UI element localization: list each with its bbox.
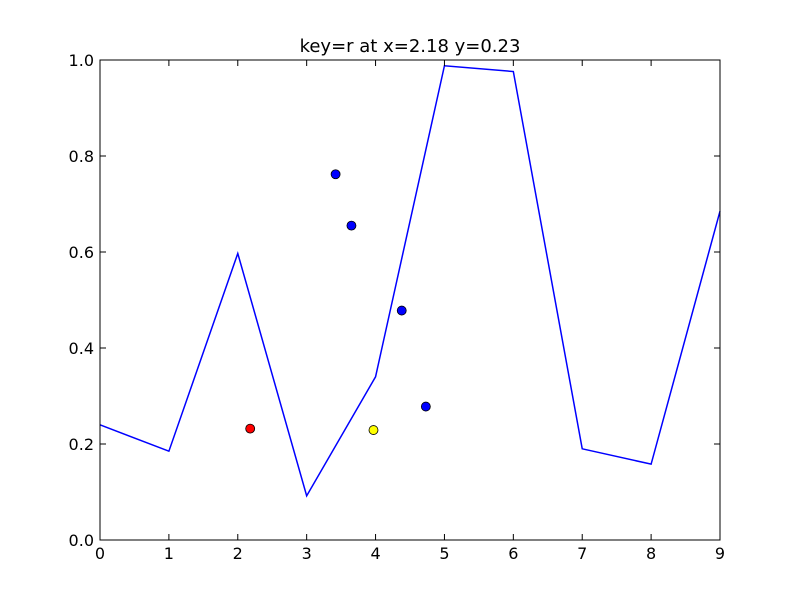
x-tick-label: 3 — [302, 544, 312, 563]
scatter-point-3 — [420, 401, 431, 412]
y-tick-label: 0.4 — [69, 339, 94, 358]
scatter-point-5 — [245, 423, 256, 434]
y-tick-label: 1.0 — [69, 51, 94, 70]
x-tick-label: 1 — [164, 544, 174, 563]
x-tick-label: 4 — [370, 544, 380, 563]
y-tick-label: 0.2 — [69, 435, 94, 454]
scatter-point-0 — [330, 169, 341, 180]
y-tick-label: 0.0 — [69, 531, 94, 550]
scatter-point-1 — [346, 220, 357, 231]
plot-frame — [99, 59, 721, 541]
y-tick-label: 0.6 — [69, 243, 94, 262]
chart-title: key=r at x=2.18 y=0.23 — [300, 36, 521, 57]
x-tick-label: 7 — [577, 544, 587, 563]
line-layer — [99, 64, 721, 498]
x-tick-label: 9 — [715, 544, 725, 563]
x-tick-label: 5 — [439, 544, 449, 563]
x-tick-label: 8 — [646, 544, 656, 563]
series-line — [99, 64, 721, 498]
scatter-point-4 — [368, 425, 379, 435]
scatter-point-2 — [396, 305, 407, 316]
y-tick-label: 0.8 — [69, 147, 94, 166]
x-tick-label: 6 — [508, 544, 518, 563]
ticks-layer: 0 1 2 3 4 5 6 7 8 9 0.0 0.2 0.4 0.6 0.8 1.0 — [69, 51, 726, 563]
x-tick-label: 2 — [233, 544, 243, 563]
x-tick-label: 0 — [95, 544, 105, 563]
plot-area — [100, 60, 720, 540]
points-layer — [245, 169, 431, 435]
